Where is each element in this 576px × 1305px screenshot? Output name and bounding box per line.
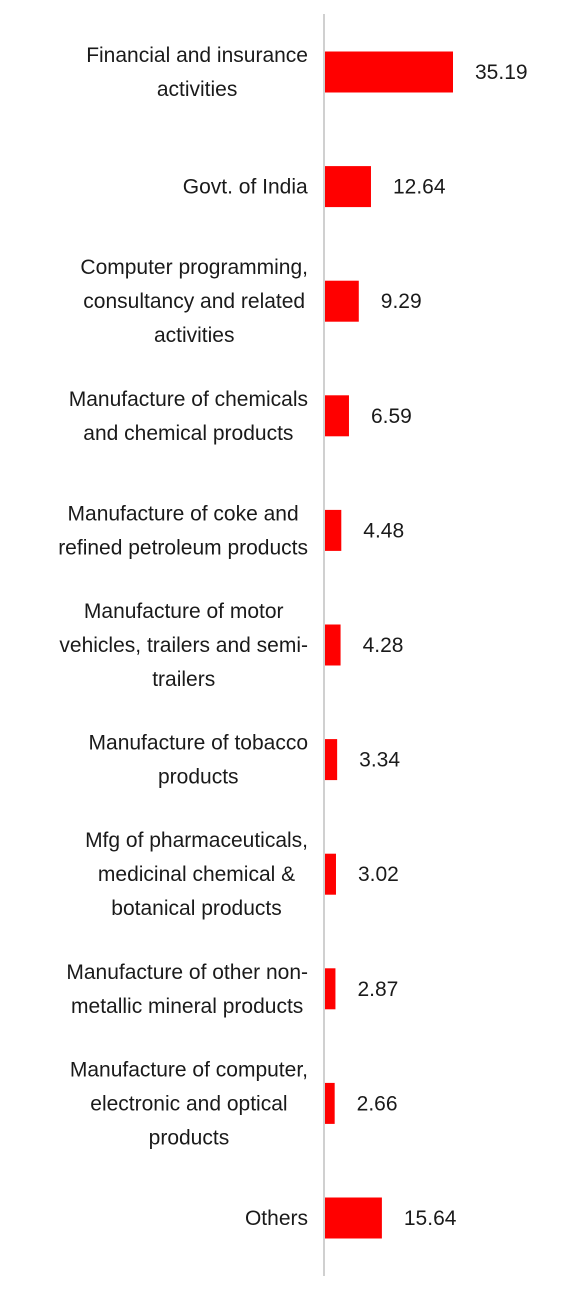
category-label-line: and chemical products [83,422,293,445]
category-label-line: vehicles, trailers and semi- [59,634,308,657]
category-label-line: Computer programming, [80,256,308,279]
category-label-line: activities [154,324,235,347]
bar [325,509,342,551]
value-label: 6.59 [371,405,412,428]
category-label-line: Financial and insurance [86,44,308,67]
bar [325,395,349,437]
bar [325,968,336,1010]
value-label: 15.64 [404,1207,457,1230]
category-label-line: trailers [152,668,215,691]
category-label-line: medicinal chemical & [98,863,295,886]
bars-group [325,51,453,1239]
value-labels-group: 35.19 12.64 9.29 6.59 4.48 4.28 3.34 3.02 2.87 2.… [357,61,528,1230]
value-label: 3.02 [358,863,399,886]
category-label: Computer programming, consultancy and rel… [80,256,308,347]
value-label: 4.48 [363,519,404,542]
bar [325,280,359,322]
category-label: Manufacture of computer, electronic and o… [70,1058,308,1149]
value-label: 3.34 [359,749,400,772]
category-label: Mfg of pharmaceuticals, medicinal chemica… [85,829,308,920]
category-label: Others [245,1207,308,1230]
category-label-line: products [158,766,239,789]
category-label: Financial and insurance activities [86,44,308,101]
category-label-line: metallic mineral products [71,995,303,1018]
category-label: Manufacture of coke and refined petroleum… [58,502,308,559]
value-label: 12.64 [393,176,446,199]
category-label-line: consultancy and related [83,290,305,313]
category-label: Manufacture of other non-metallic minera… [66,961,308,1018]
category-label: Manufacture of tobacco products [89,732,308,789]
value-label: 2.87 [357,978,398,1001]
category-label-line: activities [157,78,238,101]
bar [325,1197,382,1239]
category-label-line: electronic and optical [90,1092,287,1115]
category-label-line: Manufacture of coke and [68,502,299,525]
category-label: Manufacture of chemicals and chemical pro… [69,388,308,445]
category-label-line: botanical products [111,897,281,920]
category-label-line: Mfg of pharmaceuticals, [85,829,308,852]
category-label-line: refined petroleum products [58,536,308,559]
category-label-line: Manufacture of motor [84,600,284,623]
category-label-line: products [149,1126,230,1149]
bar [325,739,338,781]
category-label-line: Manufacture of tobacco [89,732,308,755]
value-label: 2.66 [357,1092,398,1115]
bar [325,166,371,208]
value-label: 35.19 [475,61,528,84]
category-label-line: Manufacture of chemicals [69,388,308,411]
value-label: 4.28 [363,634,404,657]
bar [325,51,453,93]
category-labels-group: Financial and insurance activities Govt. o… [58,44,308,1230]
bar [325,1082,335,1124]
category-label-line: Govt. of India [183,176,308,199]
category-label: Govt. of India [183,176,308,199]
bar [325,853,336,895]
category-label-line: Manufacture of computer, [70,1058,308,1081]
category-label-line: Manufacture of other non- [66,961,308,984]
category-label-line: Others [245,1207,308,1230]
value-label: 9.29 [381,290,422,313]
category-label: Manufacture of motor vehicles, trailers a… [59,600,308,691]
bar [325,624,341,666]
